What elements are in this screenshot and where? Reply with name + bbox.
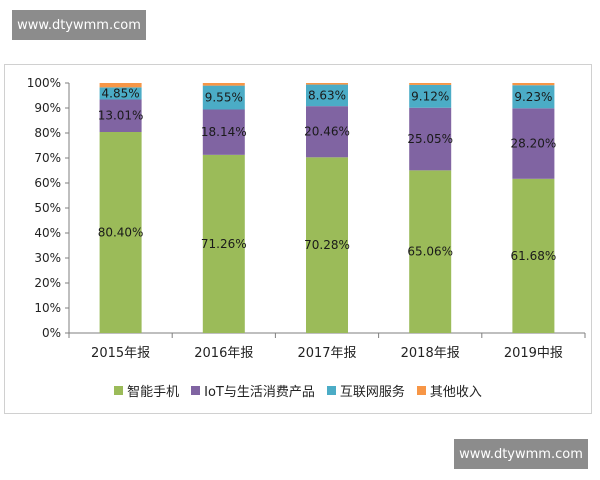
watermark-top: www.dtywmm.com [12, 10, 146, 40]
bar-segment [409, 84, 452, 108]
bar-segment [409, 107, 452, 171]
x-tick-label: 2018年报 [401, 346, 460, 361]
data-label: 13.01% [98, 109, 144, 123]
legend-label: 互联网服务 [339, 385, 405, 400]
legend-swatch [191, 386, 201, 395]
x-tick-label: 2016年报 [194, 346, 253, 361]
bar-segment [99, 87, 142, 100]
chart-legend: 智能手机 IoT与生活消费产品 互联网服务 其他收入 [5, 381, 591, 400]
stacked-bar-chart: 0% 10% 20% 30% 40% 50% 60% 70% 80% 90% 100% 2015年报 2… [27, 76, 586, 361]
x-tick-label: 2015年报 [91, 346, 150, 361]
bar-segment [99, 83, 142, 88]
y-tick-label: 10% [34, 301, 61, 315]
bar-segment [202, 83, 245, 86]
x-tick-label: 2019中报 [504, 346, 563, 361]
data-label: 9.55% [205, 91, 243, 105]
y-tick-label: 70% [34, 151, 61, 165]
legend-label: IoT与生活消费产品 [204, 385, 315, 400]
bar-segment [99, 99, 142, 132]
y-tick-label: 40% [34, 226, 61, 240]
x-tick-label: 2017年报 [297, 346, 356, 361]
watermark-bottom: www.dtywmm.com [454, 439, 588, 469]
bar-segment [512, 178, 555, 333]
y-tick-label: 50% [34, 201, 61, 215]
data-label: 28.20% [511, 137, 557, 151]
bar-segment [99, 132, 142, 333]
y-tick-label: 0% [42, 326, 61, 340]
bar-segment [202, 109, 245, 155]
y-tick-label: 20% [34, 276, 61, 290]
bar-segment [306, 106, 348, 158]
bar-segment [409, 170, 452, 333]
data-label: 18.14% [201, 125, 247, 139]
bar-segment [512, 108, 555, 179]
legend-label: 其他收入 [429, 385, 482, 400]
data-label: 61.68% [511, 249, 557, 263]
legend-item: 其他收入 [416, 381, 482, 400]
data-label: 25.05% [407, 132, 453, 146]
bar-segment [306, 83, 348, 85]
y-tick-label: 90% [34, 101, 61, 115]
bar-segment [306, 157, 348, 333]
bar-segment [202, 85, 245, 110]
data-label: 71.26% [201, 237, 247, 251]
data-label: 65.06% [407, 245, 453, 259]
data-label: 20.46% [304, 125, 350, 139]
data-label: 8.63% [308, 88, 346, 102]
legend-swatch [326, 386, 336, 395]
data-label: 9.23% [514, 90, 552, 104]
y-tick-label: 60% [34, 176, 61, 190]
legend-swatch [114, 386, 124, 395]
chart-frame: 0% 10% 20% 30% 40% 50% 60% 70% 80% 90% 100% 2015年报 2… [4, 64, 592, 414]
data-label: 70.28% [304, 238, 350, 252]
legend-item: IoT与生活消费产品 [191, 381, 315, 400]
legend-label: 智能手机 [127, 385, 180, 400]
bar-segment [306, 84, 348, 107]
legend-item: 智能手机 [114, 381, 179, 400]
y-tick-label: 80% [34, 126, 61, 140]
y-tick-label: 100% [27, 76, 61, 90]
data-label: 80.40% [98, 226, 144, 240]
data-label: 4.85% [102, 86, 140, 100]
bar-segment [512, 83, 555, 86]
bar-segment [409, 83, 452, 85]
y-tick-label: 30% [34, 251, 61, 265]
bar-segment [202, 154, 245, 333]
legend-item: 互联网服务 [326, 381, 405, 400]
legend-swatch [416, 386, 426, 395]
data-label: 9.12% [411, 89, 449, 103]
bar-segment [512, 85, 555, 109]
